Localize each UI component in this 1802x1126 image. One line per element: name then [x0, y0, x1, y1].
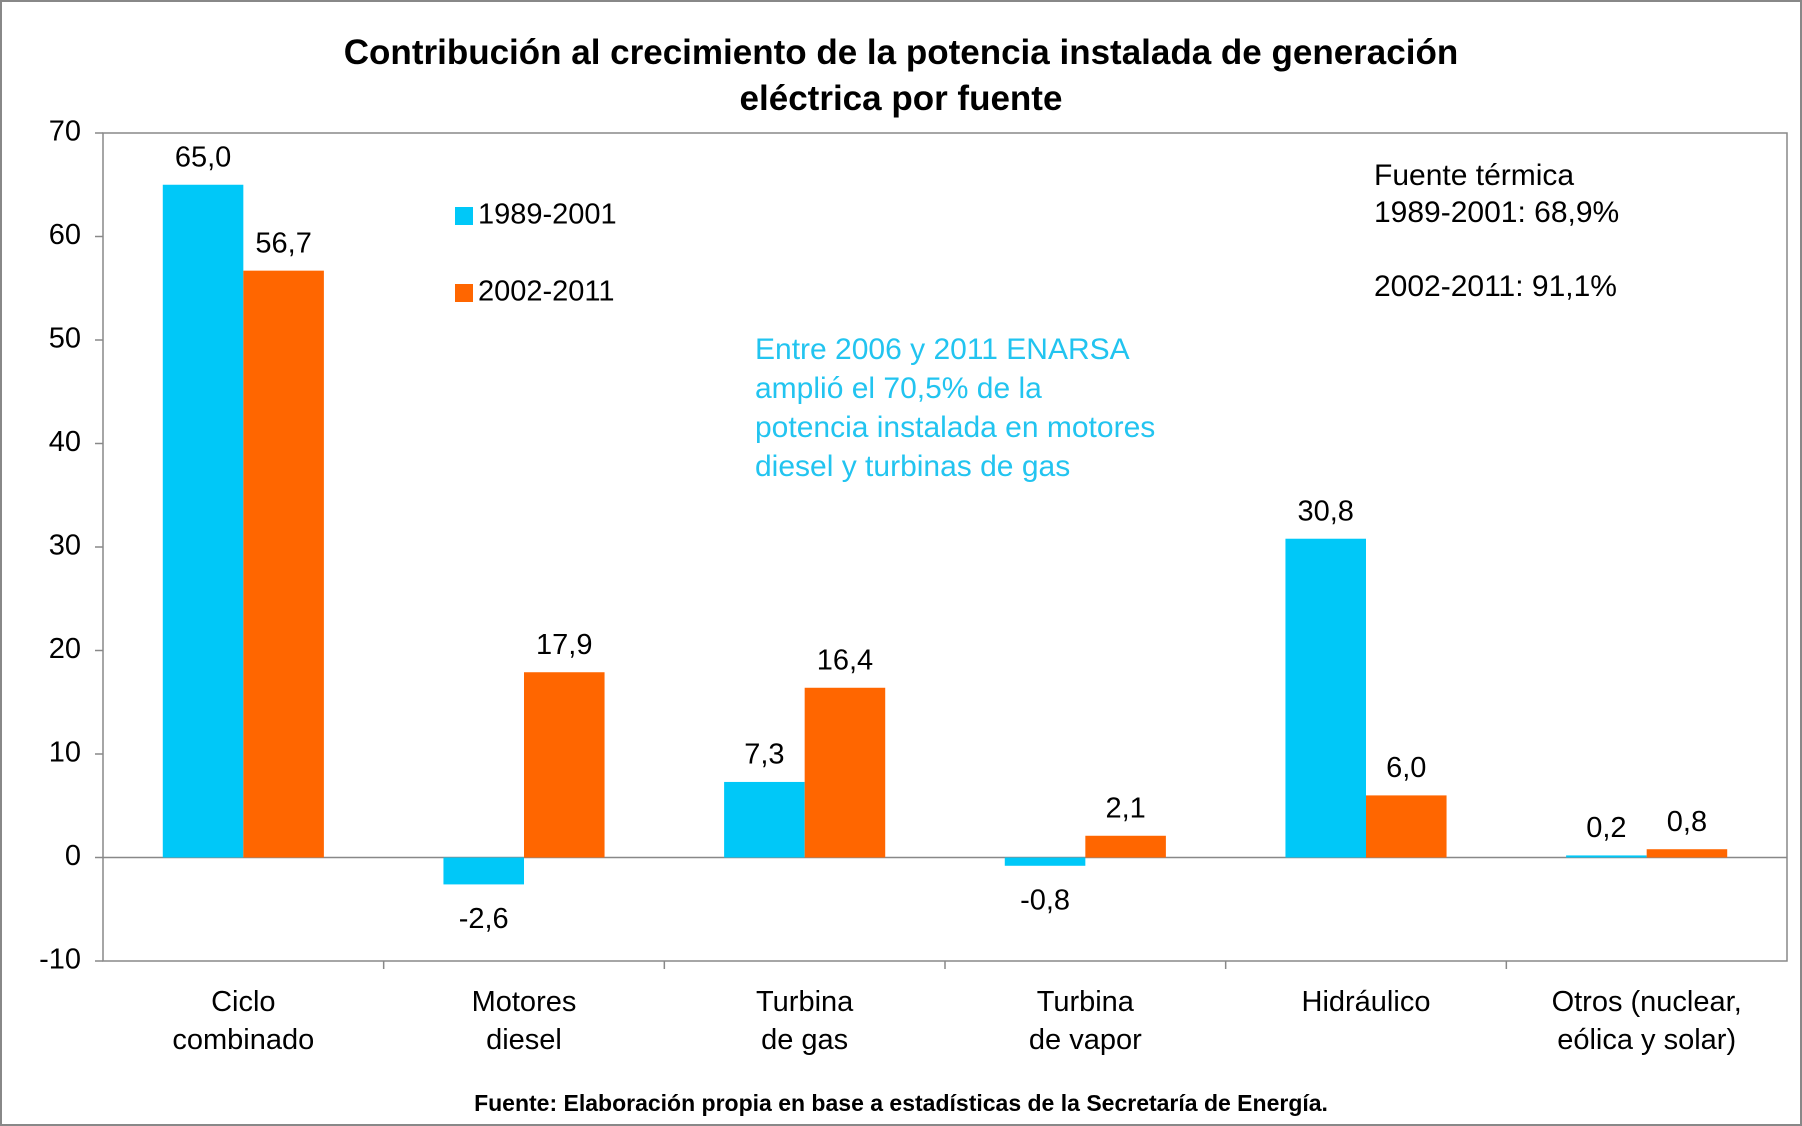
data-label: -0,8	[1020, 884, 1070, 916]
bar	[724, 781, 805, 858]
bar	[443, 857, 524, 885]
y-tick-label: 30	[49, 530, 81, 562]
data-label: 65,0	[175, 141, 231, 173]
bar	[1285, 538, 1366, 858]
y-tick-label: -10	[39, 944, 81, 976]
bar	[1646, 849, 1728, 858]
legend-label: 1989-2001	[478, 199, 617, 231]
bar	[1366, 795, 1447, 858]
x-tick-label: Turbina de gas	[756, 986, 854, 1056]
x-tick-label: Turbina de vapor	[1028, 986, 1142, 1056]
y-tick-label: 0	[65, 840, 81, 872]
bar	[1085, 835, 1166, 858]
data-label: 2,1	[1105, 792, 1145, 824]
x-tick-label: Hidráulico	[1301, 986, 1431, 1018]
data-label: 56,7	[255, 227, 311, 259]
bar	[804, 687, 886, 858]
legend-swatch	[455, 207, 473, 225]
data-label: 30,8	[1297, 495, 1353, 527]
annotation: Entre 2006 y 2011 ENARSA amplió el 70,5%…	[755, 333, 1156, 483]
data-label: 6,0	[1386, 752, 1426, 784]
y-tick-label: 10	[49, 737, 81, 769]
data-label: -2,6	[459, 903, 509, 935]
y-tick-label: 70	[49, 116, 81, 148]
chart-title: Contribución al crecimiento de la potenc…	[343, 33, 1459, 118]
x-tick-label: Ciclo combinado	[172, 986, 315, 1056]
y-tick-label: 60	[49, 219, 81, 251]
legend-swatch	[455, 284, 473, 302]
data-label: 7,3	[744, 739, 784, 771]
x-tick-label: Motores diesel	[471, 986, 577, 1056]
legend-label: 2002-2011	[478, 276, 615, 308]
x-tick-label: Otros (nuclear, eólica y solar)	[1551, 986, 1742, 1056]
y-tick-label: 50	[49, 323, 81, 355]
data-label: 0,8	[1667, 806, 1707, 838]
annotation: Fuente térmica 1989-2001: 68,9% 2002-201…	[1374, 159, 1620, 303]
data-label: 16,4	[817, 644, 873, 676]
data-label: 0,2	[1586, 812, 1626, 844]
y-tick-label: 20	[49, 633, 81, 665]
data-label: 17,9	[536, 629, 592, 661]
bar	[243, 270, 324, 858]
y-tick-label: 40	[49, 426, 81, 458]
source-note: Fuente: Elaboración propia en base a est…	[474, 1090, 1328, 1116]
bar	[524, 672, 605, 858]
bar	[162, 184, 244, 858]
bar	[1566, 855, 1647, 858]
bar	[1004, 857, 1086, 866]
